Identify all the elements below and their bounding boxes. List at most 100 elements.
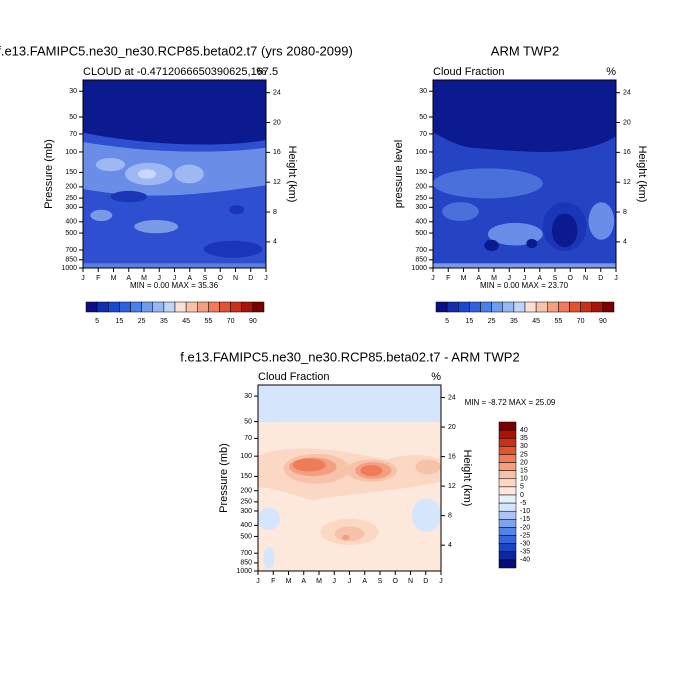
x-tick-label: A bbox=[362, 578, 367, 585]
colorbar-label: 20 bbox=[520, 459, 528, 466]
colorbar-label: -5 bbox=[520, 500, 526, 507]
colorbar-box bbox=[498, 551, 517, 561]
colorbar-label: 45 bbox=[182, 318, 190, 325]
right-string: % bbox=[256, 66, 266, 78]
y-tick-label: 200 bbox=[415, 184, 427, 191]
colorbar-box bbox=[163, 301, 176, 313]
y2-tick-label: 20 bbox=[273, 119, 281, 126]
y2-tick-label: 20 bbox=[623, 119, 631, 126]
y-tick-label: 50 bbox=[244, 418, 252, 425]
min-max: MIN = 0.00 MAX = 35.36 bbox=[130, 281, 219, 290]
x-tick-label: O bbox=[218, 275, 224, 282]
colorbar-label: 25 bbox=[138, 318, 146, 325]
contour-region bbox=[110, 190, 148, 203]
colorbar-label: 15 bbox=[115, 318, 123, 325]
contour-region bbox=[411, 498, 441, 532]
contour-region bbox=[258, 385, 441, 423]
panel: ARM TWP2 Cloud Fraction % pressure level Hei… bbox=[393, 43, 648, 324]
y-tick-label: 1000 bbox=[236, 568, 252, 575]
y-tick-label: 50 bbox=[69, 114, 77, 121]
colorbar-label: 70 bbox=[577, 318, 585, 325]
colorbar-box bbox=[119, 301, 131, 313]
contour-fill bbox=[258, 385, 441, 571]
colorbar-label: -40 bbox=[520, 557, 530, 564]
y2-tick-label: 24 bbox=[623, 90, 631, 97]
colorbar-box bbox=[480, 301, 492, 313]
x-tick-label: N bbox=[583, 275, 588, 282]
y-axis-label: Pressure (mb) bbox=[218, 443, 230, 513]
y-axis-label: pressure level bbox=[393, 140, 405, 208]
contour-fill bbox=[433, 80, 616, 268]
colorbar-label: 5 bbox=[95, 318, 99, 325]
contour-region bbox=[137, 169, 157, 179]
colorbar-label: 55 bbox=[554, 318, 562, 325]
y-tick-label: 70 bbox=[419, 131, 427, 138]
y-tick-label: 1000 bbox=[61, 265, 77, 272]
colorbar-box bbox=[535, 301, 548, 313]
y-tick-label: 150 bbox=[65, 169, 77, 176]
colorbar-box bbox=[197, 301, 209, 313]
x-tick-label: M bbox=[141, 275, 147, 282]
colorbar-box bbox=[502, 301, 515, 313]
colorbar-box bbox=[498, 543, 517, 553]
colorbar-label: 30 bbox=[520, 443, 528, 450]
y2-axis-label: Height (km) bbox=[636, 146, 648, 203]
colorbar-label: -20 bbox=[520, 524, 530, 531]
y-tick-label: 100 bbox=[240, 453, 252, 460]
y-tick-label: 400 bbox=[65, 219, 77, 226]
colorbar-label: -30 bbox=[520, 541, 530, 548]
x-tick-label: S bbox=[553, 275, 558, 282]
x-tick-label: J bbox=[348, 578, 352, 585]
colorbar-label: 25 bbox=[520, 451, 528, 458]
panel: f.e13.FAMIPC5.ne30_ne30.RCP85.beta02.t7 … bbox=[0, 43, 353, 324]
y-tick-label: 300 bbox=[415, 204, 427, 211]
left-string: CLOUD at -0.4712066650390625,167.5 bbox=[83, 66, 278, 78]
y-tick-label: 30 bbox=[244, 393, 252, 400]
y2-tick-label: 16 bbox=[623, 149, 631, 156]
contour-region bbox=[334, 526, 365, 542]
colorbar-box bbox=[185, 301, 198, 313]
y-tick-label: 300 bbox=[65, 204, 77, 211]
colorbar-label: 35 bbox=[520, 435, 528, 442]
colorbar-box bbox=[241, 301, 254, 313]
x-tick-label: D bbox=[248, 275, 253, 282]
y2-tick-label: 24 bbox=[273, 90, 281, 97]
colorbar-box bbox=[446, 301, 459, 313]
y-tick-label: 250 bbox=[65, 195, 77, 202]
x-tick-label: O bbox=[393, 578, 399, 585]
colorbar-label: 5 bbox=[445, 318, 449, 325]
colorbar-box bbox=[498, 429, 517, 439]
y-tick-label: 850 bbox=[240, 560, 252, 567]
contour-region bbox=[360, 464, 383, 477]
x-tick-label: A bbox=[301, 578, 306, 585]
y-tick-label: 200 bbox=[240, 488, 252, 495]
colorbar-box bbox=[498, 470, 517, 480]
y-tick-label: 850 bbox=[415, 257, 427, 264]
colorbar-box bbox=[208, 301, 220, 313]
colorbar-label: -10 bbox=[520, 508, 530, 515]
colorbar-box bbox=[130, 301, 142, 313]
colorbar-label: -25 bbox=[520, 532, 530, 539]
x-tick-label: D bbox=[423, 578, 428, 585]
colorbar-label: 0 bbox=[520, 492, 524, 499]
x-tick-label: J bbox=[173, 275, 177, 282]
colorbar-box bbox=[174, 301, 187, 313]
x-tick-label: F bbox=[271, 578, 275, 585]
contour-region bbox=[415, 459, 441, 475]
min-max: MIN = 0.00 MAX = 23.70 bbox=[480, 281, 569, 290]
y-tick-label: 150 bbox=[415, 169, 427, 176]
y-tick-label: 200 bbox=[65, 184, 77, 191]
y-tick-label: 1000 bbox=[411, 265, 427, 272]
y-tick-label: 50 bbox=[419, 114, 427, 121]
y-tick-label: 70 bbox=[244, 435, 252, 442]
x-tick-label: S bbox=[203, 275, 208, 282]
x-tick-label: M bbox=[111, 275, 117, 282]
contour-fill bbox=[83, 80, 266, 268]
x-tick-label: F bbox=[446, 275, 450, 282]
colorbar-box bbox=[435, 301, 448, 313]
colorbar-label: 35 bbox=[510, 318, 518, 325]
colorbar-label: -35 bbox=[520, 549, 530, 556]
colorbar-box bbox=[252, 301, 265, 313]
colorbar-label: 10 bbox=[520, 476, 528, 483]
